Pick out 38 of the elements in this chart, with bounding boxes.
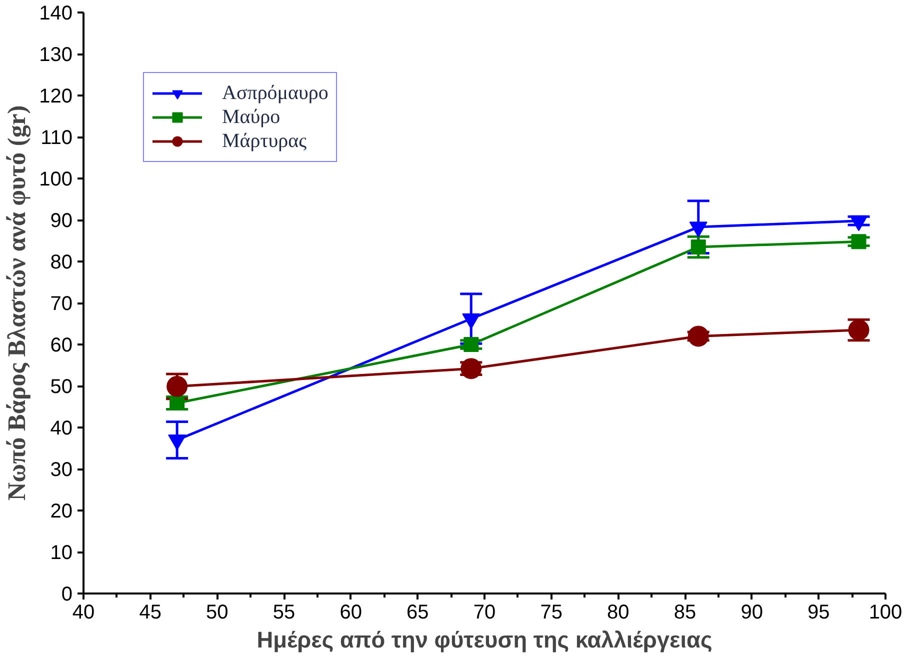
- y-tick-label: 80: [50, 252, 73, 274]
- x-tick-label: 50: [206, 602, 228, 624]
- x-tick-label: 55: [272, 602, 296, 624]
- x-tick-label: 40: [72, 602, 95, 624]
- y-tick-label: 110: [40, 127, 73, 149]
- y-tick-label: 140: [39, 2, 73, 24]
- legend-label: Ασπρόμαυρο: [222, 82, 328, 104]
- y-tick-label: 120: [39, 86, 73, 108]
- x-tick-label: 85: [674, 602, 696, 624]
- point: [464, 337, 479, 352]
- x-tick-label: 45: [139, 602, 162, 624]
- x-tick-label: 60: [340, 602, 362, 624]
- x-tick-label: 95: [808, 602, 830, 624]
- y-tick-label: 30: [50, 459, 73, 481]
- x-tick-label: 100: [868, 602, 902, 624]
- y-tick-label: 60: [50, 334, 73, 356]
- x-tick-label: 80: [607, 602, 630, 624]
- point: [688, 326, 709, 347]
- y-tick-label: 0: [61, 584, 72, 606]
- x-tick-label: 90: [740, 602, 763, 624]
- x-axis-title: Ημέρες από την φύτευση της καλλιέργειας: [256, 626, 712, 652]
- x-tick-label: 75: [540, 602, 562, 624]
- y-tick-label: 20: [50, 500, 73, 522]
- y-tick-label: 90: [50, 210, 73, 232]
- point: [690, 239, 706, 254]
- point: [460, 358, 482, 380]
- legend-label: Μάρτυρας: [222, 130, 307, 152]
- y-axis-title: Νωπό Βάρος Βλαστών ανά φυτό (gr): [3, 105, 32, 501]
- y-tick-label: 10: [50, 542, 73, 564]
- y-tick-label: 100: [39, 168, 73, 190]
- x-tick-label: 65: [406, 602, 429, 624]
- legend-label: Μαύρο: [222, 106, 280, 128]
- x-tick-label: 70: [473, 602, 496, 624]
- y-tick-label: 40: [50, 418, 73, 440]
- y-tick-label: 130: [39, 44, 73, 66]
- y-tick-label: 50: [50, 376, 73, 398]
- y-tick-label: 70: [50, 293, 73, 315]
- point: [851, 234, 866, 250]
